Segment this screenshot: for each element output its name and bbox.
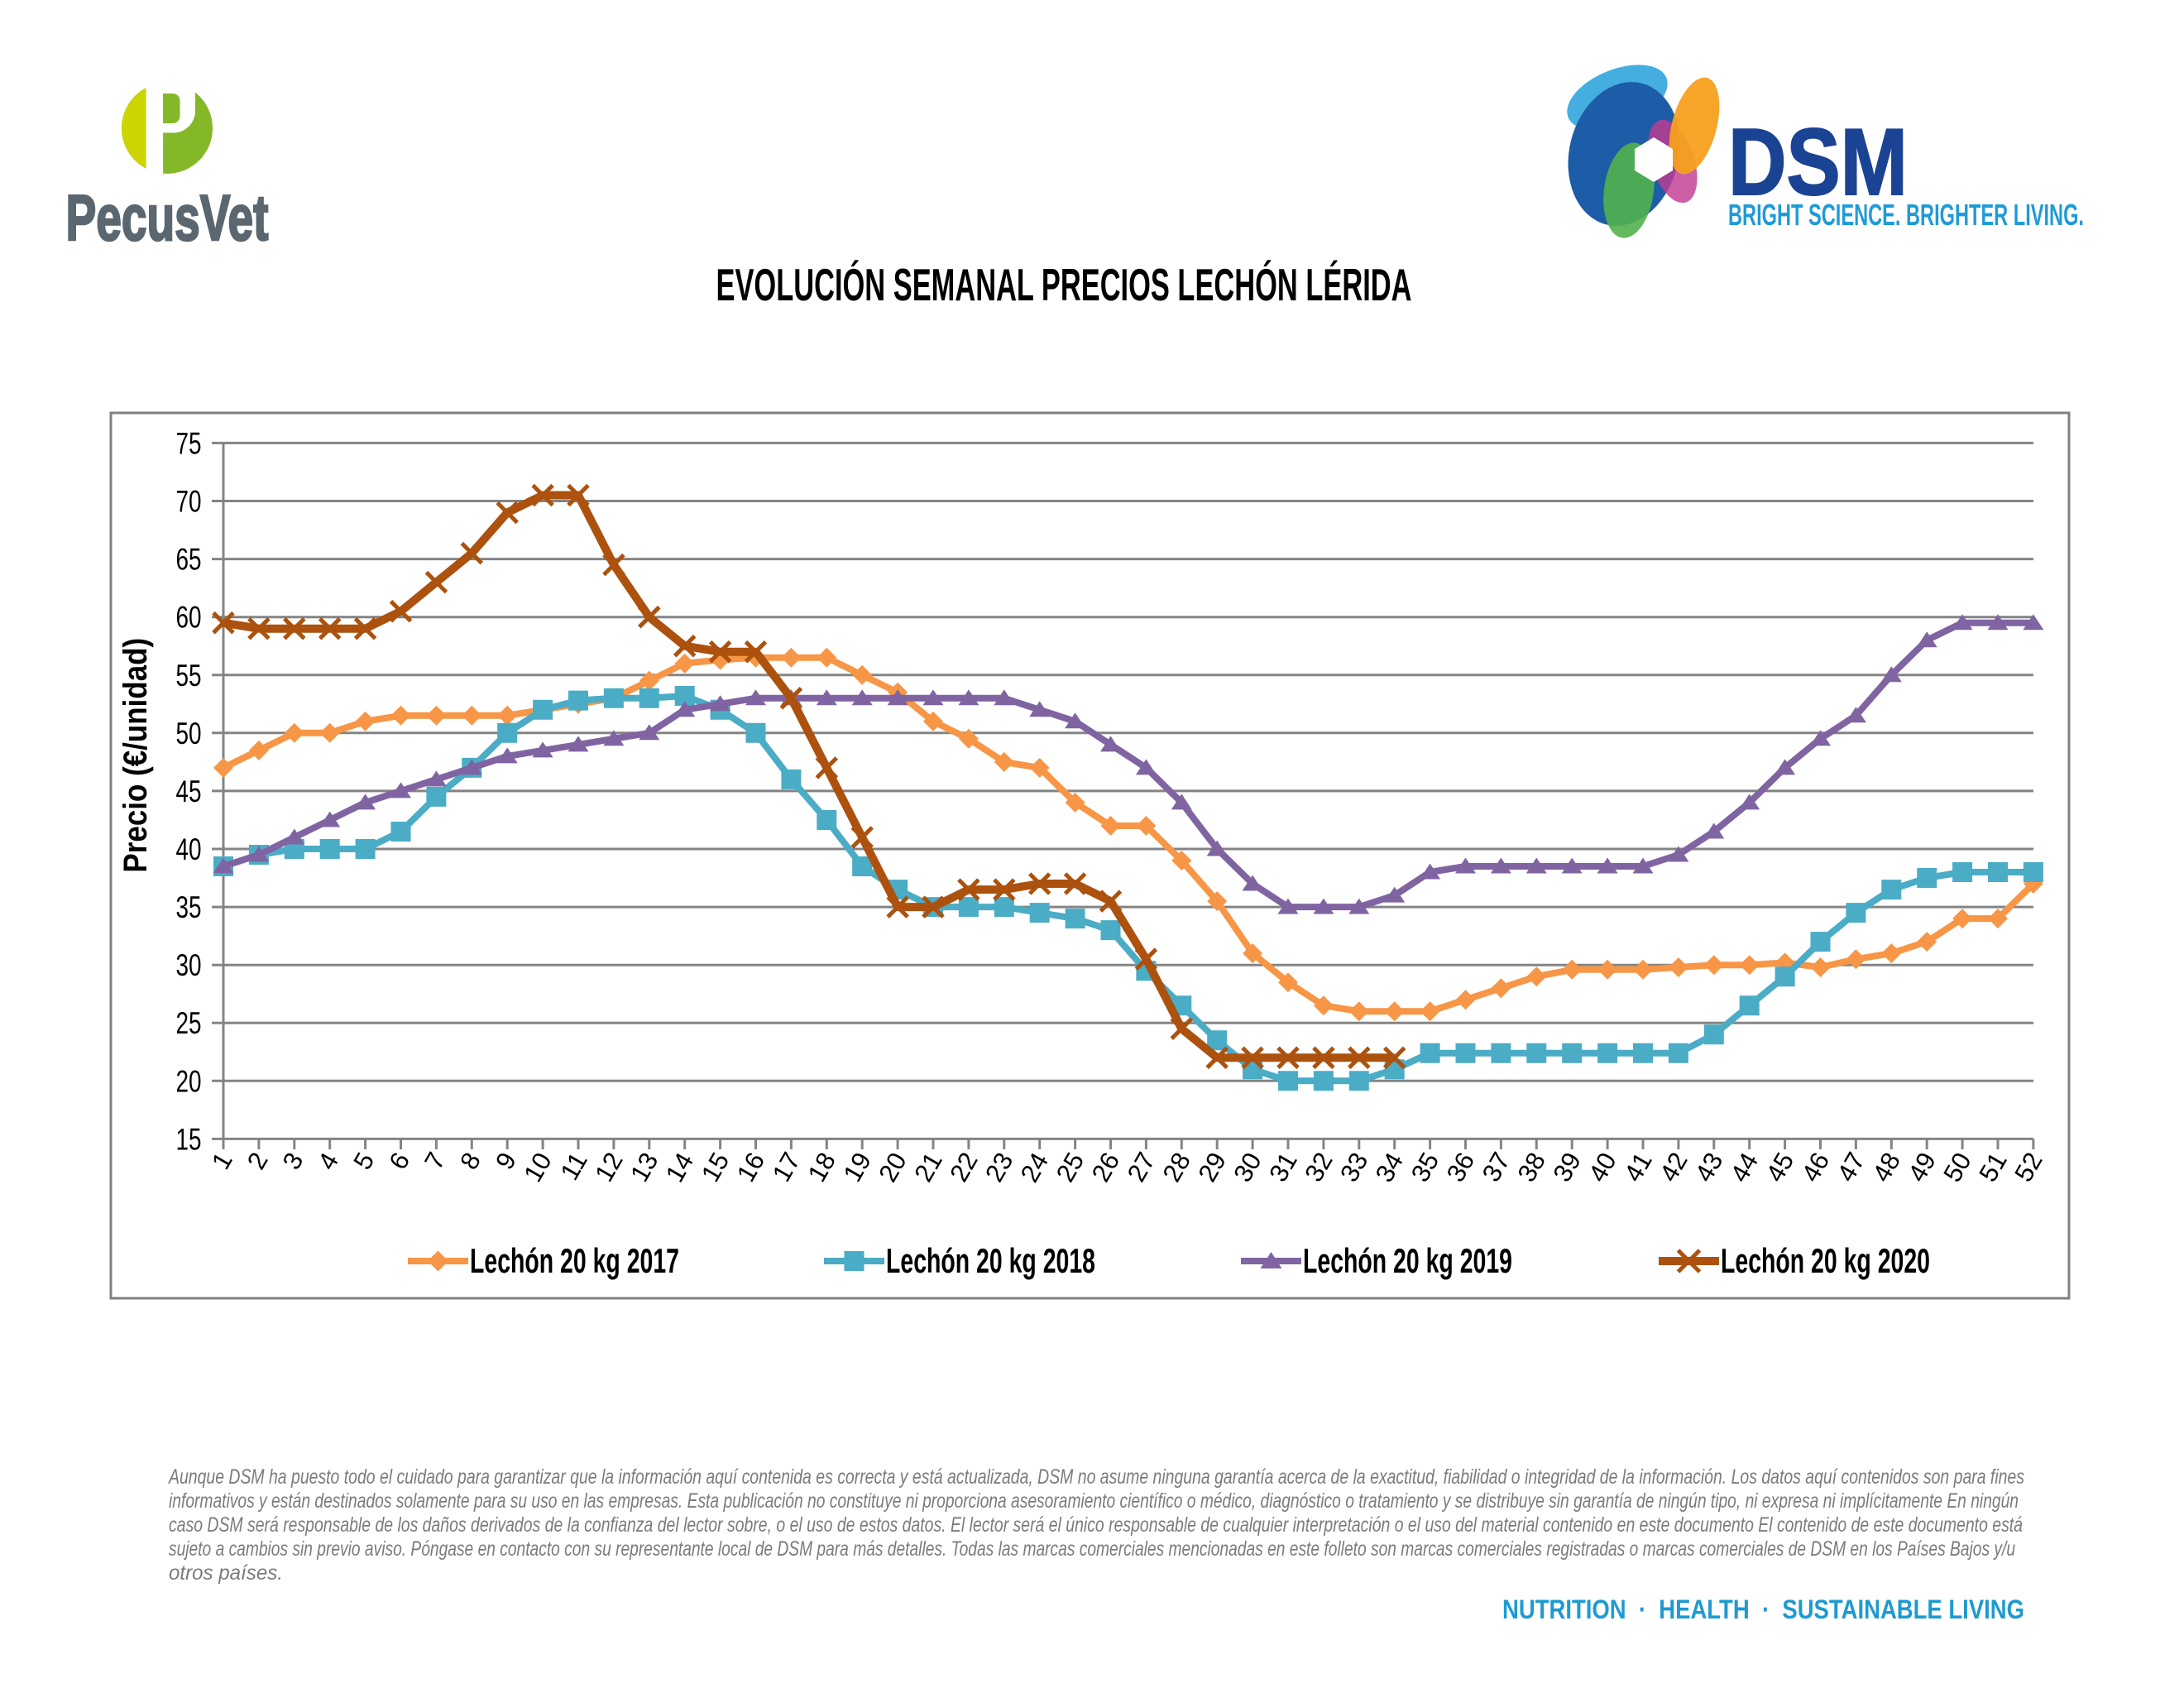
svg-text:Lechón 20 kg 2017: Lechón 20 kg 2017 xyxy=(470,1241,679,1280)
svg-text:informativos y están destinado: informativos y están destinados solament… xyxy=(169,1489,2019,1513)
svg-text:sujeto a cambios sin previo av: sujeto a cambios sin previo aviso. Pónga… xyxy=(169,1537,2015,1561)
svg-text:50: 50 xyxy=(176,717,202,750)
svg-text:EVOLUCIÓN SEMANAL PRECIOS LECH: EVOLUCIÓN SEMANAL PRECIOS LECHÓN LÉRIDA xyxy=(716,259,1412,310)
svg-text:65: 65 xyxy=(176,543,202,577)
svg-text:Lechón 20 kg 2018: Lechón 20 kg 2018 xyxy=(886,1241,1095,1280)
svg-text:NUTRITION · HEALTH · SUSTA: NUTRITION · HEALTH · SUSTAINABLE LIVING xyxy=(1502,1594,2024,1624)
svg-text:Aunque DSM ha puesto todo el c: Aunque DSM ha puesto todo el cuidado par… xyxy=(167,1465,2024,1489)
svg-text:Lechón 20 kg 2019: Lechón 20 kg 2019 xyxy=(1303,1241,1512,1280)
svg-text:60: 60 xyxy=(176,601,202,635)
svg-text:PecusVet: PecusVet xyxy=(66,181,269,254)
svg-text:55: 55 xyxy=(176,659,202,693)
svg-text:40: 40 xyxy=(176,832,202,866)
svg-text:45: 45 xyxy=(176,774,202,808)
svg-text:BRIGHT SCIENCE. BRIGHTER LIVIN: BRIGHT SCIENCE. BRIGHTER LIVING. xyxy=(1728,198,2084,232)
svg-text:Lechón 20 kg 2020: Lechón 20 kg 2020 xyxy=(1721,1241,1930,1280)
svg-text:25: 25 xyxy=(176,1006,202,1040)
svg-text:DSM: DSM xyxy=(1728,110,1908,215)
svg-text:20: 20 xyxy=(176,1064,202,1098)
svg-text:otros países.: otros países. xyxy=(169,1561,283,1585)
svg-text:30: 30 xyxy=(176,948,202,982)
svg-text:70: 70 xyxy=(176,485,202,519)
svg-text:35: 35 xyxy=(176,890,202,924)
svg-text:75: 75 xyxy=(176,426,202,460)
svg-text:caso DSM será responsable de l: caso DSM será responsable de los daños d… xyxy=(169,1513,2023,1537)
svg-text:15: 15 xyxy=(176,1122,202,1156)
